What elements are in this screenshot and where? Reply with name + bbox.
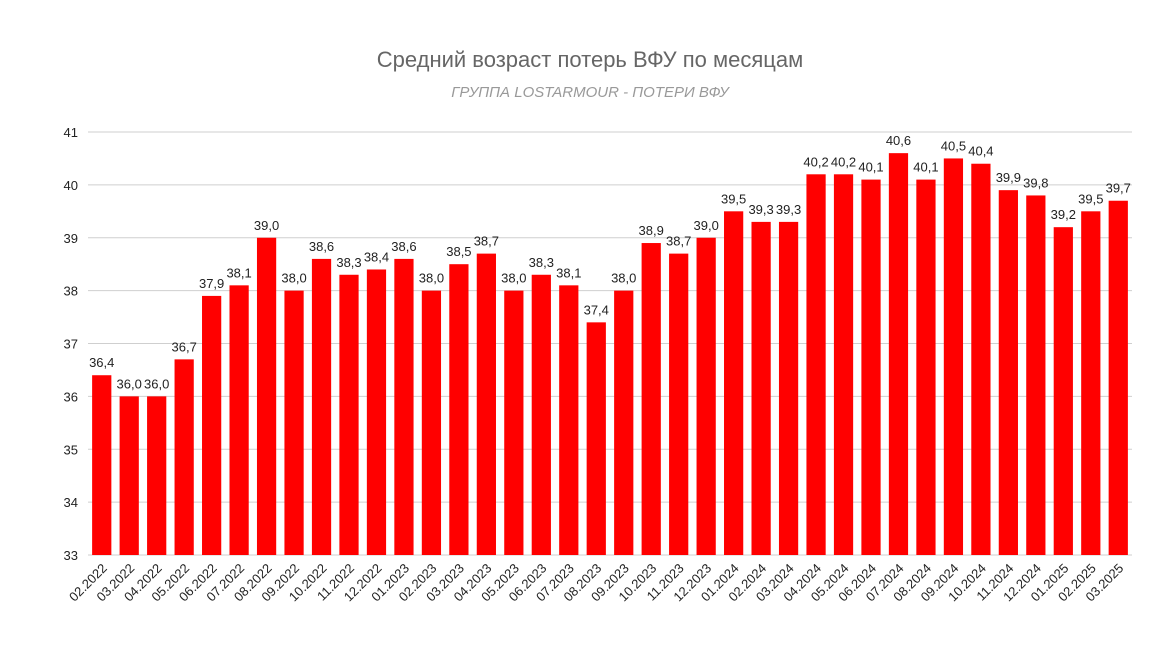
bar	[421, 290, 442, 555]
chart-title: Средний возраст потерь ВФУ по месяцам	[377, 47, 804, 72]
bar	[806, 174, 826, 556]
bar	[916, 179, 936, 555]
bar	[751, 221, 771, 555]
y-tick-label: 37	[64, 337, 78, 352]
value-label: 39,5	[721, 191, 746, 206]
bar	[1053, 227, 1073, 556]
y-tick-label: 36	[64, 389, 78, 404]
bar	[614, 290, 634, 555]
value-label: 39,3	[748, 202, 773, 217]
bar	[366, 269, 387, 555]
bar	[449, 264, 469, 555]
bar	[119, 396, 139, 555]
bar	[861, 179, 881, 555]
bar	[311, 258, 332, 555]
value-label: 38,0	[611, 271, 636, 286]
bar	[147, 396, 167, 555]
bar	[998, 190, 1018, 555]
bar	[202, 295, 222, 555]
value-label: 40,4	[968, 144, 993, 159]
value-label: 38,9	[639, 223, 664, 238]
bar	[504, 290, 524, 555]
bar	[1108, 200, 1128, 556]
value-label: 40,1	[858, 160, 883, 175]
y-tick-label: 33	[64, 548, 78, 563]
bar	[943, 158, 964, 555]
bar	[531, 274, 551, 555]
value-label: 39,9	[996, 170, 1021, 185]
y-tick-label: 38	[64, 284, 78, 299]
bar	[1081, 211, 1101, 555]
value-label: 38,0	[281, 271, 306, 286]
value-label: 38,0	[501, 271, 526, 286]
value-label: 39,8	[1023, 175, 1048, 190]
bar	[256, 237, 277, 555]
bar	[174, 359, 194, 555]
y-tick-label: 40	[64, 178, 78, 193]
bar	[284, 290, 304, 555]
y-tick-label: 41	[64, 125, 78, 140]
value-label: 38,4	[364, 249, 389, 264]
value-label: 38,6	[391, 239, 416, 254]
bar	[1026, 195, 1046, 555]
value-label: 38,7	[474, 234, 499, 249]
value-label: 37,4	[584, 302, 609, 317]
value-label: 38,3	[336, 255, 361, 270]
value-label: 40,1	[913, 160, 938, 175]
bar	[229, 285, 249, 555]
value-label: 37,9	[199, 276, 224, 291]
value-label: 38,1	[556, 265, 581, 280]
bar	[971, 163, 991, 555]
bar	[724, 211, 744, 555]
value-label: 38,5	[446, 244, 471, 259]
value-label: 38,0	[419, 271, 444, 286]
bar	[778, 221, 799, 555]
value-label: 36,4	[89, 355, 114, 370]
value-label: 36,0	[117, 376, 142, 391]
bar	[476, 253, 496, 556]
bar	[888, 153, 909, 555]
value-label: 38,6	[309, 239, 334, 254]
value-label: 36,7	[172, 339, 197, 354]
value-label: 38,3	[529, 255, 554, 270]
value-label: 40,2	[803, 154, 828, 169]
bar	[669, 253, 689, 556]
value-label: 39,2	[1051, 207, 1076, 222]
bar	[559, 285, 579, 555]
bar	[92, 375, 112, 555]
value-label: 39,0	[254, 218, 279, 233]
bar	[339, 274, 359, 555]
y-tick-label: 39	[64, 231, 78, 246]
value-label: 39,3	[776, 202, 801, 217]
value-label: 39,7	[1106, 181, 1131, 196]
chart-subtitle: ГРУППА LOSTARMOUR - ПОТЕРИ ВФУ	[451, 84, 730, 101]
value-label: 39,0	[694, 218, 719, 233]
bar	[696, 237, 716, 555]
value-label: 40,5	[941, 138, 966, 153]
value-label: 39,5	[1078, 191, 1103, 206]
value-label: 36,0	[144, 376, 169, 391]
y-tick-label: 35	[64, 442, 78, 457]
bar	[394, 258, 414, 555]
value-label: 40,2	[831, 154, 856, 169]
bar	[641, 243, 661, 555]
value-label: 40,6	[886, 133, 911, 148]
value-label: 38,7	[666, 234, 691, 249]
bar	[586, 322, 606, 555]
value-label: 38,1	[226, 265, 251, 280]
y-tick-label: 34	[64, 495, 78, 510]
bar	[833, 174, 854, 556]
